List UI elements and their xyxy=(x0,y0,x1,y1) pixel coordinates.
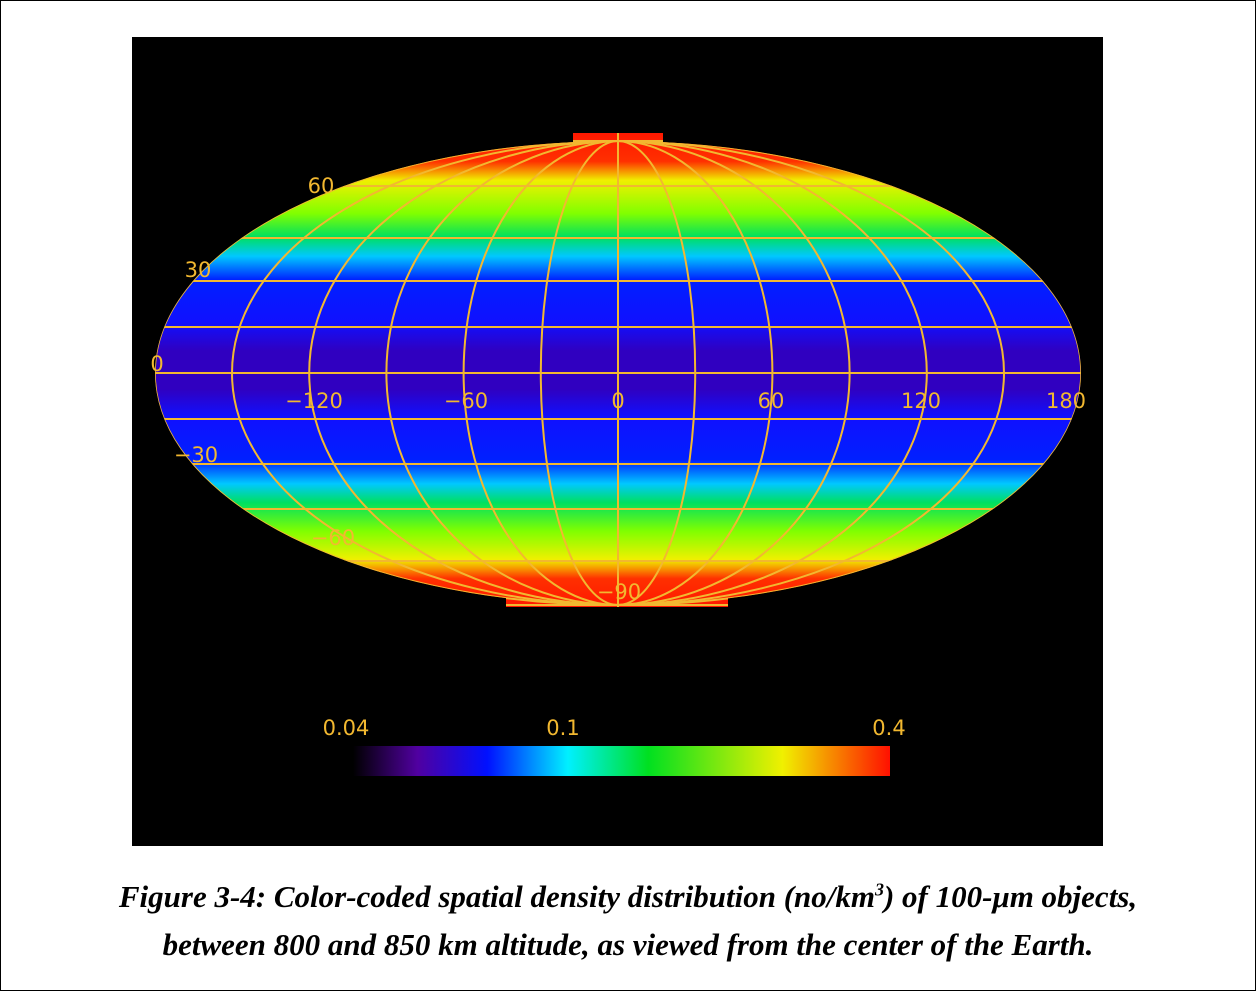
graticule xyxy=(155,133,1081,607)
longitude-label: −120 xyxy=(285,389,343,413)
longitude-label: −60 xyxy=(444,389,488,413)
caption-line-2: between 800 and 850 km altitude, as view… xyxy=(162,927,1094,962)
longitude-label: 120 xyxy=(901,389,941,413)
latitude-label: 0 xyxy=(150,352,163,376)
colorbar-label: 0.4 xyxy=(872,716,905,740)
latitude-label: 30 xyxy=(185,258,212,282)
longitude-label: 60 xyxy=(758,389,785,413)
meridian xyxy=(155,140,1081,606)
latitude-label: −90 xyxy=(597,580,641,604)
colorbar xyxy=(353,746,890,776)
caption-line-1: Figure 3-4: Color-coded spatial density … xyxy=(1,879,1255,915)
latitude-label: −30 xyxy=(174,443,218,467)
latitude-label: 60 xyxy=(308,174,335,198)
colorbar-label: 0.1 xyxy=(546,716,579,740)
caption-text: Figure 3-4: Color-coded spatial density … xyxy=(118,879,875,914)
caption-superscript: 3 xyxy=(874,879,884,900)
sky-map xyxy=(155,133,1081,607)
latitude-label: −60 xyxy=(311,526,355,550)
longitude-label: 0 xyxy=(611,389,624,413)
colorbar-label: 0.04 xyxy=(323,716,370,740)
caption-text: ) of 100-μm objects, xyxy=(883,879,1138,914)
longitude-label: 180 xyxy=(1046,389,1086,413)
